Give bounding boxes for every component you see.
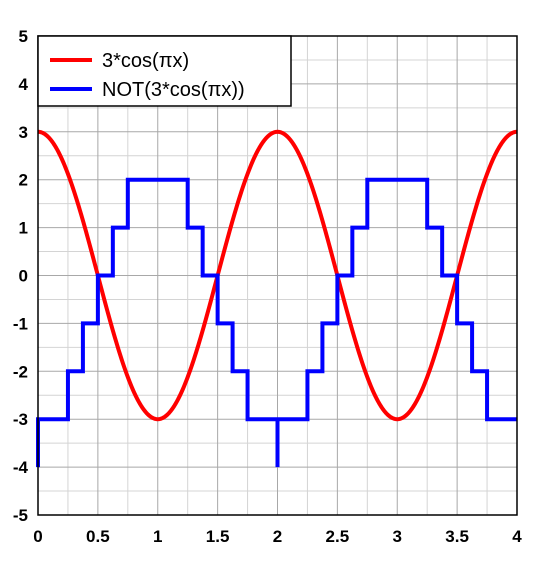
legend-label-not: NOT(3*cos(πx)) bbox=[102, 79, 245, 101]
legend: 3*cos(πx) NOT(3*cos(πx)) bbox=[37, 35, 292, 107]
y-tick-label: 3 bbox=[19, 123, 28, 142]
legend-label-cos: 3*cos(πx) bbox=[102, 50, 189, 72]
y-tick-label: 4 bbox=[19, 75, 29, 94]
y-tick-label: 5 bbox=[19, 27, 28, 46]
x-tick-label: 3 bbox=[393, 527, 402, 546]
x-tick-label: 4 bbox=[512, 527, 522, 546]
legend-box bbox=[37, 35, 292, 107]
series-line-not bbox=[36, 177, 517, 468]
series-line-cos bbox=[37, 129, 518, 422]
y-tick-label: 2 bbox=[19, 171, 28, 190]
y-tick-label: 0 bbox=[19, 267, 28, 286]
x-tick-label: 3.5 bbox=[445, 527, 469, 546]
x-tick-label: 1 bbox=[153, 527, 162, 546]
y-tick-label: -1 bbox=[13, 314, 28, 333]
x-tick-label: 0 bbox=[33, 527, 42, 546]
x-tick-label: 2 bbox=[273, 527, 282, 546]
x-tick-label: 2.5 bbox=[326, 527, 350, 546]
x-tick-label: 0.5 bbox=[86, 527, 110, 546]
y-tick-label: 1 bbox=[19, 219, 28, 238]
x-tick-label: 1.5 bbox=[206, 527, 230, 546]
y-tick-label: -5 bbox=[13, 506, 28, 525]
tick-labels: 0 0.5 1 1.5 2 2.5 3 3.5 4 5 4 3 2 1 0 -1 -2 -3 -4 -5 bbox=[13, 27, 522, 546]
y-tick-label: -4 bbox=[13, 458, 29, 477]
y-tick-label: -2 bbox=[13, 362, 28, 381]
y-tick-label: -3 bbox=[13, 410, 28, 429]
series-layer bbox=[36, 129, 518, 468]
